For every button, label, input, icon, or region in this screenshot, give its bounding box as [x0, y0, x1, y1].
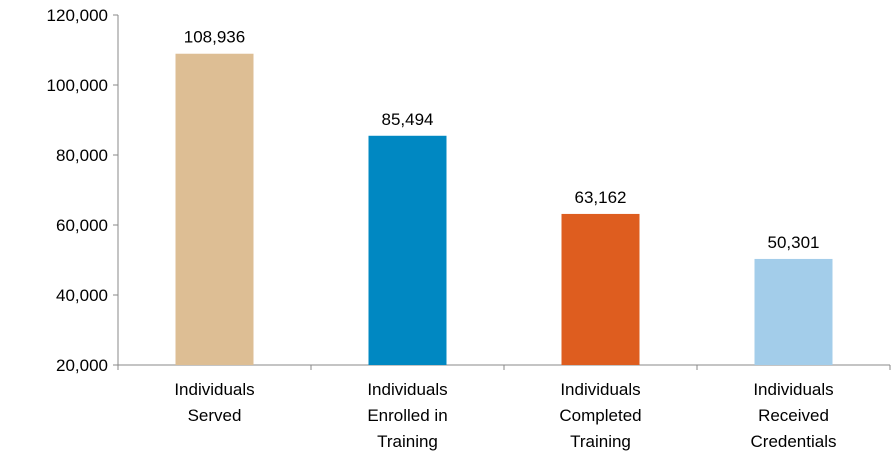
category-label-line: Individuals: [367, 380, 447, 399]
x-axis: [117, 364, 891, 370]
category-label-line: Credentials: [751, 432, 837, 451]
y-tick-label: 100,000: [47, 76, 108, 95]
category-label-line: Training: [570, 432, 631, 451]
bar: [368, 135, 447, 365]
data-label: 63,162: [575, 188, 627, 207]
data-labels: 108,936 85,494 63,162 50,301: [184, 28, 820, 252]
data-label: 50,301: [768, 233, 820, 252]
y-tick-label: 40,000: [56, 286, 108, 305]
category-label-line: Completed: [559, 406, 641, 425]
category-label-line: Individuals: [560, 380, 640, 399]
y-tick-label: 20,000: [56, 356, 108, 375]
category-label: Individuals Enrolled in Training: [367, 380, 447, 451]
category-label: Individuals Served: [174, 380, 254, 425]
category-label: Individuals Received Credentials: [751, 380, 837, 451]
bar: [561, 213, 640, 365]
category-label-line: Individuals: [753, 380, 833, 399]
y-tick-label: 80,000: [56, 146, 108, 165]
category-label-line: Served: [188, 406, 242, 425]
category-label-line: Enrolled in: [367, 406, 447, 425]
category-labels: Individuals Served Individuals Enrolled in T…: [174, 380, 836, 451]
bars: [175, 53, 833, 365]
y-tick-label: 120,000: [47, 6, 108, 25]
category-label-line: Training: [377, 432, 438, 451]
y-tick-label: 60,000: [56, 216, 108, 235]
data-label: 108,936: [184, 28, 245, 47]
category-label-line: Individuals: [174, 380, 254, 399]
bar: [754, 258, 833, 365]
category-label-line: Received: [758, 406, 829, 425]
data-label: 85,494: [382, 110, 434, 129]
y-axis: 20,000 40,000 60,000 80,000 100,000 120,000: [47, 6, 119, 375]
category-label: Individuals Completed Training: [559, 380, 641, 451]
bar: [175, 53, 254, 365]
